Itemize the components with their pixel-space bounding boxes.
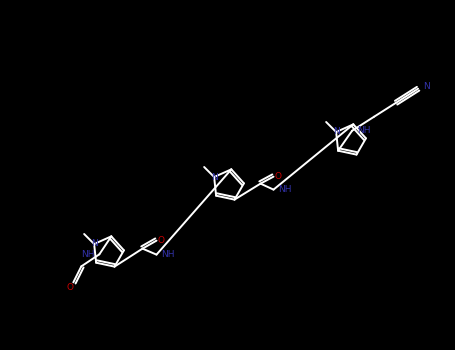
Text: N: N: [211, 173, 217, 182]
Text: N: N: [333, 127, 339, 136]
Text: O: O: [67, 283, 74, 292]
Text: NH: NH: [278, 185, 292, 194]
Text: O: O: [157, 236, 164, 245]
Text: NH: NH: [81, 250, 94, 259]
Text: N: N: [423, 82, 430, 91]
Text: O: O: [274, 172, 281, 181]
Text: NH: NH: [162, 250, 175, 259]
Text: NH: NH: [357, 126, 371, 135]
Text: N: N: [91, 239, 97, 248]
